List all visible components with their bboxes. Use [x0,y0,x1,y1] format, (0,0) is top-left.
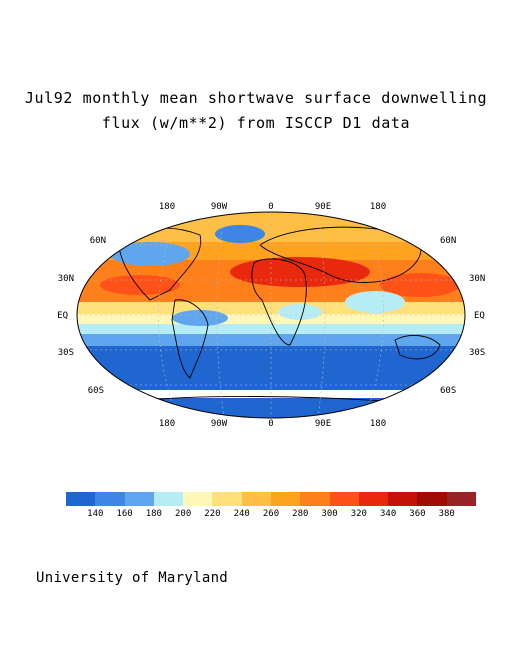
lat-label-right-30s: 30S [469,348,486,358]
legend-tick-label: 320 [350,509,367,519]
map-title-line-2: flux (w/m**2) from ISCCP D1 data [101,114,411,132]
legend-swatch-1 [95,492,125,506]
legend-tick-label: 160 [116,509,133,519]
lat-label-left-30n: 30N [57,274,74,284]
legend-swatch-2 [124,492,154,506]
legend-tick-label: 300 [321,509,338,519]
map-title-line-1: Jul92 monthly mean shortwave surface dow… [24,89,488,107]
legend-tick-label: 240 [233,509,250,519]
credit-text: University of Maryland [36,570,229,586]
lat-label-left-eq: EQ [57,311,68,321]
legend-tick-label: 360 [409,509,426,519]
lon-label-top-0: 0 [268,202,274,212]
lat-label-left-60s: 60S [87,386,104,396]
lon-label-top-90w: 90W [210,202,228,212]
lon-label-bottom-90e: 90E [314,419,332,429]
lon-label-bottom-0: 0 [268,419,274,429]
legend-swatch-7 [270,492,301,506]
lat-label-right-30n: 30N [469,274,486,284]
lat-label-right-60n: 60N [440,236,457,246]
legend-tick-label: 280 [292,509,309,519]
legend-swatch-13 [446,492,476,506]
legend-tick-label: 220 [204,509,221,519]
legend-swatch-3 [153,492,184,506]
legend-tick-label: 200 [175,509,192,519]
lon-label-bottom-180e: 180 [369,419,387,429]
legend-tick-label: 340 [380,509,397,519]
lat-label-right-eq: EQ [474,311,485,321]
lat-label-left-60n: 60N [89,236,106,246]
legend-swatch-10 [358,492,389,506]
lon-label-bottom-90w: 90W [210,419,228,429]
legend-swatch-6 [241,492,271,506]
legend-tick-label: 380 [438,509,455,519]
legend-swatch-8 [300,492,330,506]
lat-label-left-30s: 30S [57,348,74,358]
lon-label-top-90e: 90E [314,202,332,212]
color-legend-bar [66,492,476,506]
legend-swatch-4 [183,492,213,506]
lat-label-right-60s: 60S [440,386,457,396]
lon-label-bottom-180w: 180 [158,419,176,429]
flux-field [77,212,465,418]
legend-swatch-11 [388,492,418,506]
legend-tick-label: 180 [145,509,162,519]
lon-label-top-180e: 180 [369,202,387,212]
legend-swatch-5 [212,492,242,506]
legend-swatch-0 [66,492,96,506]
legend-tick-label: 260 [262,509,280,519]
legend-tick-label: 140 [87,509,104,519]
legend-swatch-9 [329,492,359,506]
legend-swatch-12 [417,492,447,506]
lon-label-top-180w: 180 [158,202,176,212]
